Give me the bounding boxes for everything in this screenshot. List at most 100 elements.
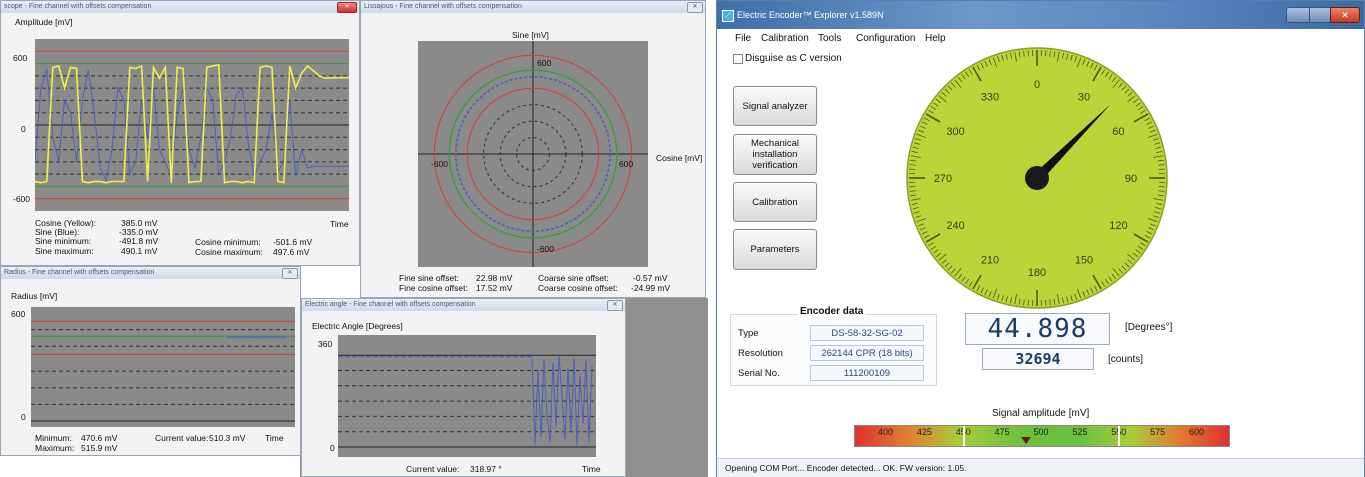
explorer-titlebar[interactable]: ⟋ Electric Encoder™ Explorer v1.589N ✕ <box>717 1 1364 29</box>
dial-tick <box>912 146 919 149</box>
calibration-button[interactable]: Calibration <box>733 182 817 222</box>
radius-min-label: Minimum: <box>35 433 72 443</box>
dial-tick <box>909 190 916 192</box>
scope-xlabel: Time <box>330 219 349 229</box>
radius-series <box>226 335 288 339</box>
menu-calibration[interactable]: Calibration <box>761 33 809 44</box>
angle-xlabel: Time <box>582 464 601 474</box>
scope-plot-svg <box>34 50 349 200</box>
angle-titlebar[interactable]: Electric angle - Fine channel with offse… <box>302 299 625 311</box>
dial-tick <box>968 69 973 75</box>
dial-tick <box>988 59 992 66</box>
cosine-series <box>34 63 349 184</box>
dial-tick <box>1133 113 1149 123</box>
close-icon[interactable]: ✕ <box>687 2 703 13</box>
dial-tick <box>1144 234 1151 239</box>
dial-tick <box>1061 297 1065 304</box>
mechanical-verification-button[interactable]: Mechanical installation verification <box>733 134 817 175</box>
dial-tick <box>1111 273 1117 280</box>
angle-current-value: 318.97 ° <box>470 464 502 474</box>
amplitude-tick-label: 500 <box>1033 427 1049 437</box>
dial-tick <box>1005 53 1008 60</box>
dial-tick <box>1070 295 1073 302</box>
dial-tick <box>944 88 950 94</box>
dial-tick <box>1118 82 1123 88</box>
angle-ylabel: Electric Angle [Degrees] <box>312 321 403 331</box>
encoder-data-heading: Encoder data <box>798 306 866 317</box>
lissajous-plot-svg <box>418 41 648 267</box>
dial-tick <box>1093 64 1098 71</box>
dial-tick <box>918 129 925 133</box>
disguise-checkbox[interactable] <box>733 54 743 64</box>
dial-tick <box>1009 52 1013 59</box>
menu-help[interactable]: Help <box>925 33 946 44</box>
dial-tick <box>925 233 941 243</box>
dial-tick <box>938 95 947 103</box>
close-icon[interactable]: ✕ <box>1330 7 1360 23</box>
dial-tick <box>1118 268 1123 274</box>
minimize-icon[interactable] <box>1286 7 1310 23</box>
radius-titlebar[interactable]: Radius - Fine channel with offsets compe… <box>1 267 300 279</box>
dial-tick <box>1014 51 1017 62</box>
dial-tick <box>1070 54 1073 61</box>
dial-tick <box>1158 190 1165 192</box>
dial-label: 30 <box>1078 92 1090 104</box>
degrees-readout: 44.898 <box>965 313 1110 345</box>
radius-ytick-bot: 0 <box>21 412 26 422</box>
dial-tick <box>997 293 1000 300</box>
dial-tick <box>911 202 918 206</box>
dial-tick <box>1124 262 1130 268</box>
dial-tick <box>1108 74 1113 80</box>
type-value: DS-58-32-SG-02 <box>810 325 924 341</box>
menu-file[interactable]: File <box>735 33 752 44</box>
dial-tick <box>1111 76 1117 83</box>
counts-readout: 32694 <box>982 348 1094 370</box>
dial-tick <box>1066 53 1069 60</box>
amplitude-title: Signal amplitude [mV] <box>992 408 1090 419</box>
radius-max-label: Maximum: <box>35 443 75 453</box>
amplitude-tick-label: 600 <box>1189 427 1205 437</box>
angle-series <box>531 355 593 446</box>
dial-tick <box>954 268 962 277</box>
dial-tick <box>1155 207 1162 210</box>
dial-tick <box>1155 146 1162 149</box>
dial-tick <box>1093 285 1098 292</box>
dial-tick <box>1076 288 1082 299</box>
dial-tick <box>984 60 988 67</box>
grid-circle <box>516 137 550 171</box>
angle-ytick-top: 360 <box>318 339 333 349</box>
dial-tick <box>1108 276 1113 282</box>
close-icon[interactable]: ✕ <box>337 2 357 13</box>
dial-tick <box>1018 51 1021 58</box>
scope-titlebar[interactable]: scope - Fine channel with offsets compen… <box>1 1 359 13</box>
disguise-label: Disguise as C version <box>745 53 842 64</box>
desktop-background <box>625 298 708 477</box>
close-icon[interactable]: ✕ <box>282 268 298 279</box>
dial-tick <box>1074 56 1077 63</box>
maximize-icon[interactable] <box>1309 7 1331 23</box>
dial-tick <box>916 133 927 139</box>
scope-window: scope - Fine channel with offsets compen… <box>0 0 360 266</box>
radius-window: Radius - Fine channel with offsets compe… <box>0 266 301 456</box>
lissajous-trace <box>454 75 612 233</box>
angle-window: Electric angle - Fine channel with offse… <box>301 298 626 477</box>
dial-tick <box>1112 79 1120 88</box>
dial-tick <box>941 259 947 264</box>
dial-tick <box>1137 106 1144 111</box>
status-bar: Opening COM Port... Encoder detected... … <box>717 458 1364 477</box>
menu-configuration[interactable]: Configuration <box>856 33 916 44</box>
resolution-label: Resolution <box>738 348 783 359</box>
signal-analyzer-button[interactable]: Signal analyzer <box>733 86 817 126</box>
dial-tick <box>913 142 920 145</box>
scope-title: scope - Fine channel with offsets compen… <box>4 3 152 10</box>
grid-circle <box>499 120 567 188</box>
dial-tick <box>923 117 930 122</box>
parameters-button[interactable]: Parameters <box>733 229 817 270</box>
lissajous-tick-right: 600 <box>619 159 634 169</box>
dial-tick <box>930 106 937 111</box>
dial-tick <box>1057 294 1060 305</box>
menu-tools[interactable]: Tools <box>818 33 842 44</box>
close-icon[interactable]: ✕ <box>607 300 623 311</box>
dial-tick <box>1061 52 1065 59</box>
lissajous-titlebar[interactable]: Lissajous - Fine channel with offsets co… <box>361 1 705 13</box>
